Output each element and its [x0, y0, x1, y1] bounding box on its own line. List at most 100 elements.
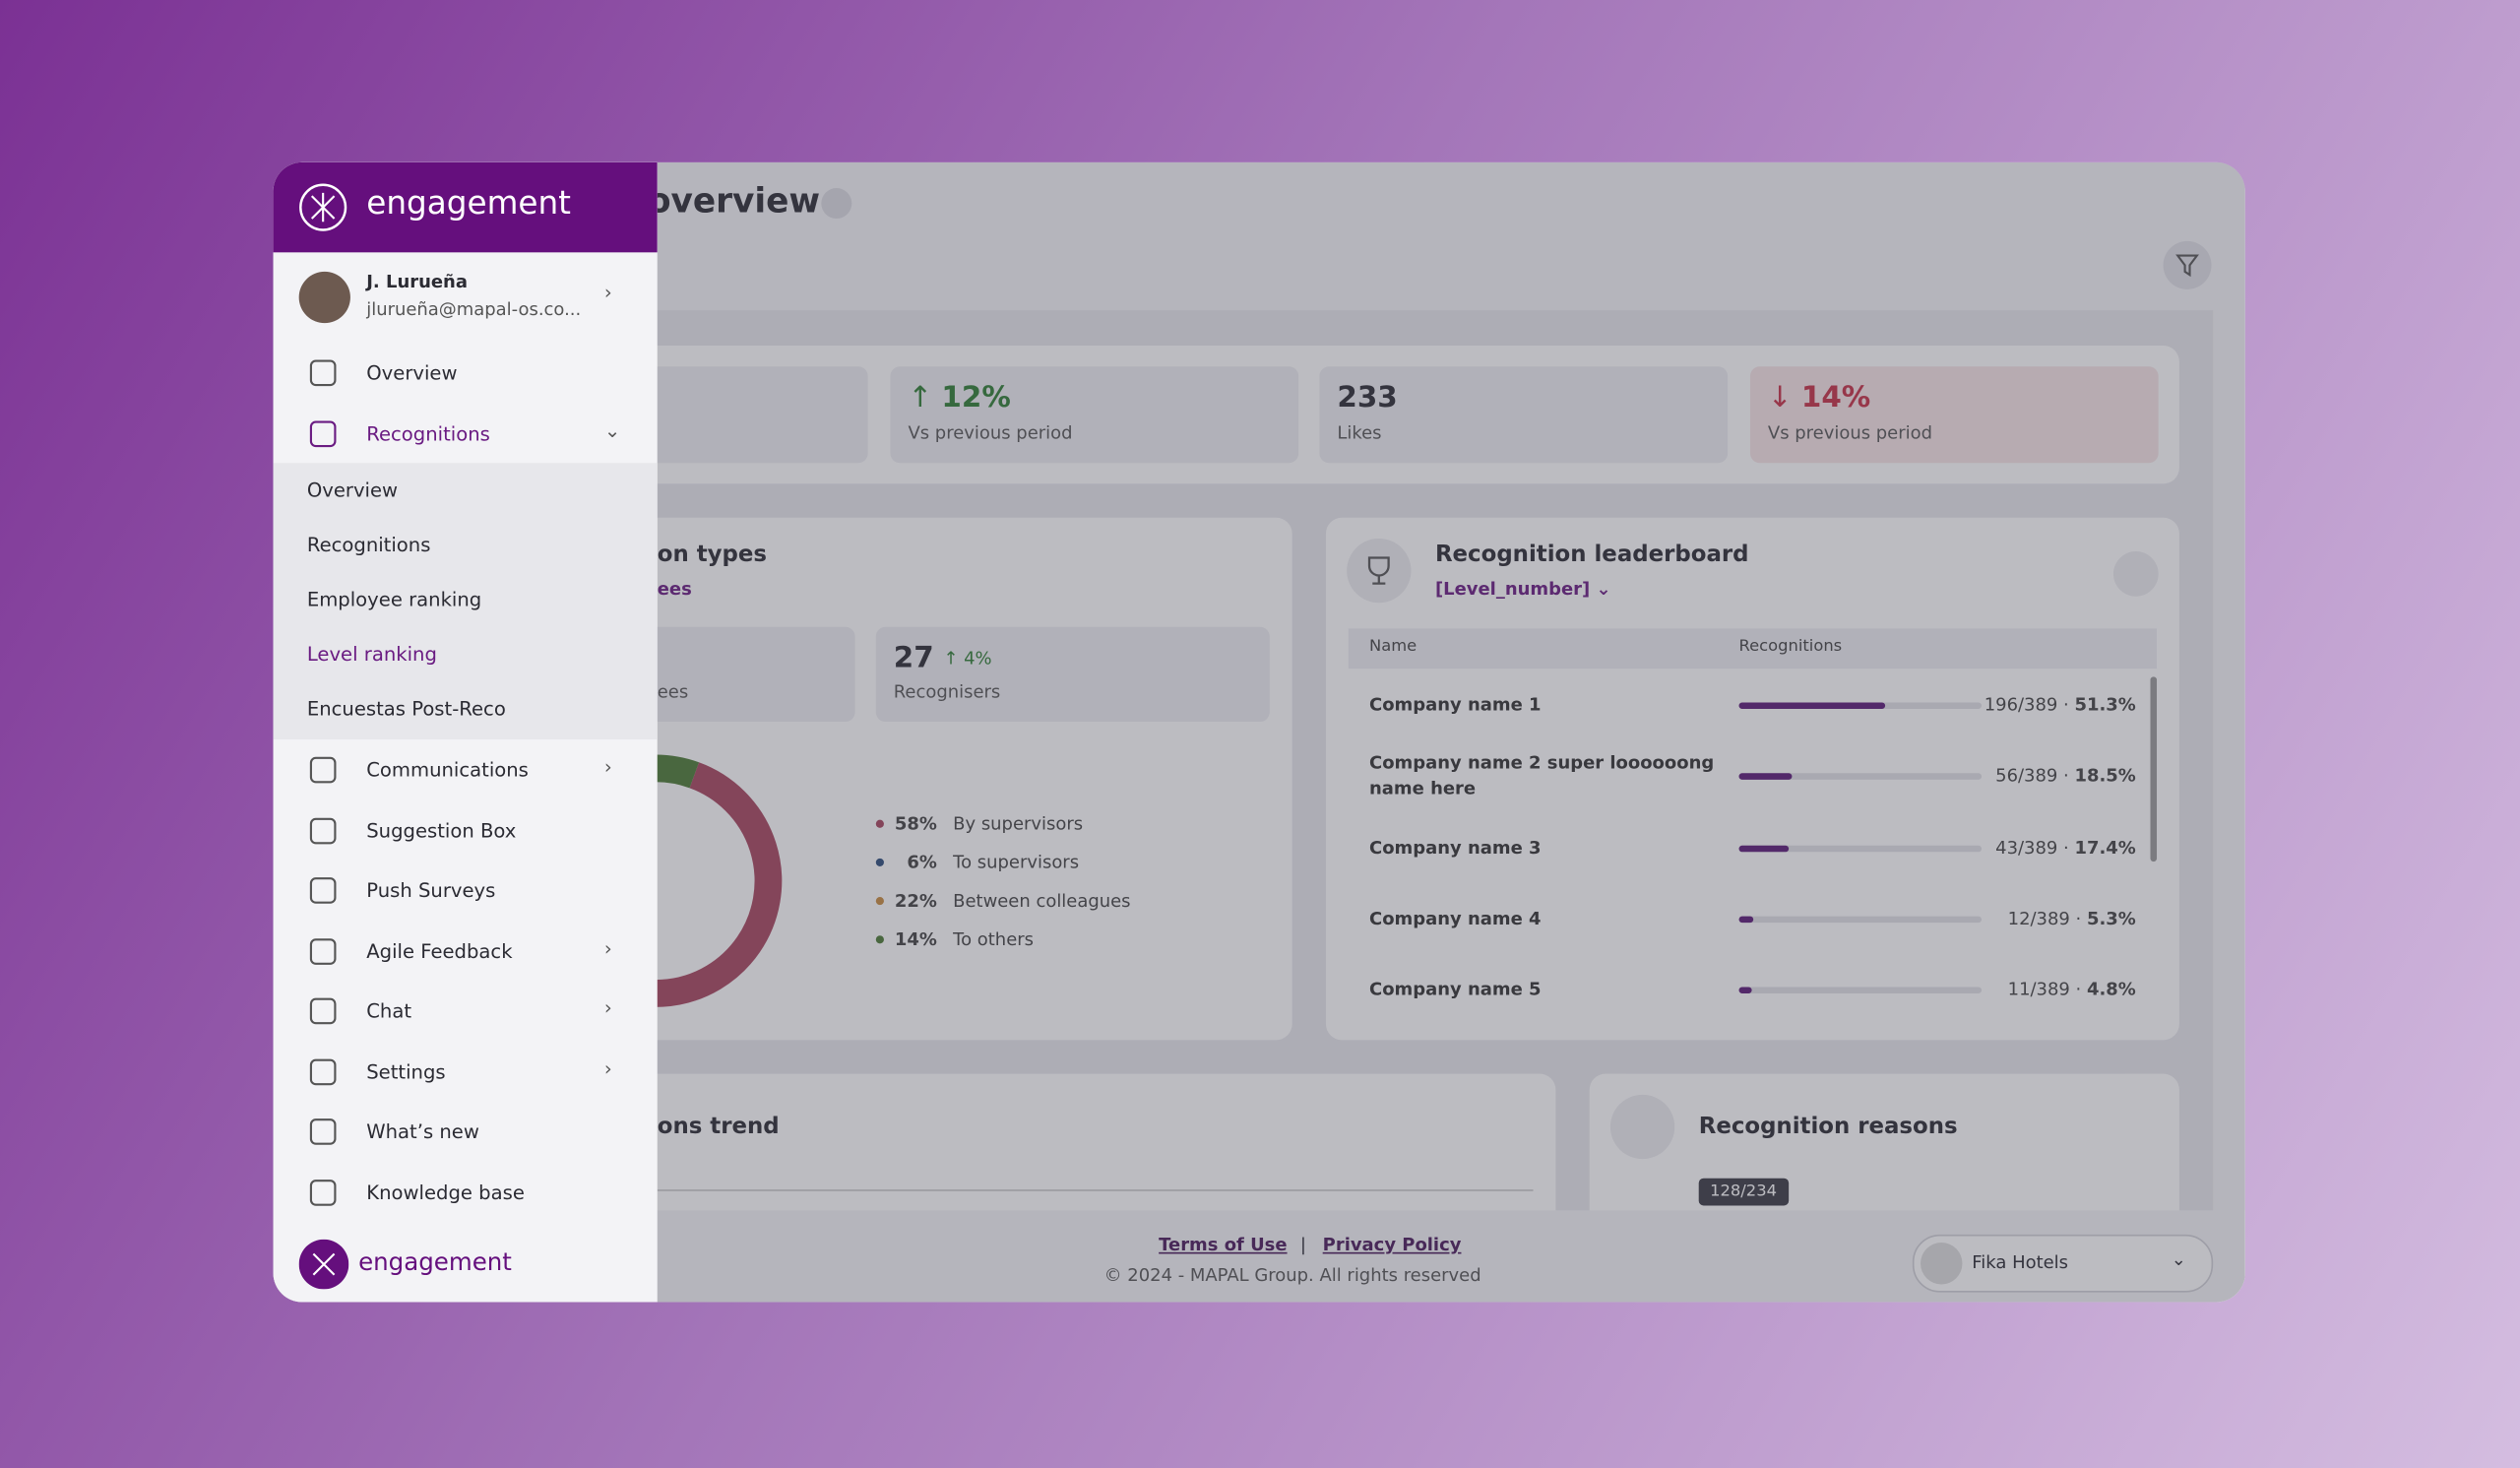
legend-label: By supervisors — [953, 813, 1084, 835]
trophy-svg — [1367, 556, 1390, 585]
trend-arrow: ↑ — [908, 380, 942, 415]
nav-icon — [309, 419, 337, 447]
bar — [1738, 773, 1792, 780]
company-name: Fika Hotels — [1972, 1251, 2069, 1274]
chevron[interactable]: › — [603, 281, 612, 304]
nav-icon — [309, 816, 337, 844]
footer-logo — [298, 1239, 349, 1290]
row-name: Company name 3 — [1369, 837, 1542, 859]
bar — [1738, 987, 1753, 993]
chevron: › — [603, 936, 612, 959]
bar-track — [1738, 987, 1983, 993]
share: 51.3% — [2074, 694, 2136, 716]
level-filter[interactable]: [Level_number] ⌄ — [1434, 578, 1611, 600]
nav-item[interactable]: Overview — [274, 344, 658, 403]
filter-button[interactable] — [2163, 240, 2212, 289]
row-value: 196/389 · 51.3% — [1984, 694, 2136, 715]
privacy-link[interactable]: Privacy Policy — [1322, 1234, 1462, 1256]
nav-label: Knowledge base — [366, 1181, 525, 1204]
nav-item[interactable]: What’s new — [274, 1103, 658, 1162]
row-value: 12/389 · 5.3% — [2008, 908, 2136, 928]
stat-value: 233 — [1337, 381, 1397, 415]
ratio: 11/389 · — [2007, 979, 2082, 1000]
nav-label: Push Surveys — [366, 879, 496, 902]
nav-item[interactable]: Recognitions ⌄ — [274, 405, 658, 464]
nav-icon — [309, 877, 337, 904]
stat-box: ↑ 12% Vs previous period — [890, 366, 1299, 464]
card-title: Recognition reasons — [1698, 1114, 1958, 1140]
scrollbar[interactable] — [2150, 676, 2158, 862]
copyright: © 2024 - MAPAL Group. All rights reserve… — [1103, 1264, 1481, 1287]
user-name: J. Lurueña — [366, 271, 468, 293]
share: 18.5% — [2074, 765, 2136, 787]
bar — [1738, 916, 1754, 924]
nav-item[interactable]: Suggestion Box — [274, 801, 658, 861]
nav-label: What’s new — [366, 1119, 479, 1143]
trophy-icon — [1347, 538, 1412, 604]
nav-icon — [309, 359, 337, 387]
bar — [1738, 702, 1885, 709]
card-title: ons trend — [657, 1114, 780, 1140]
row-name: Company name 4 — [1369, 908, 1542, 929]
expand-button[interactable] — [821, 188, 852, 220]
stat-box — [875, 626, 1270, 723]
nav-label: Overview — [366, 361, 458, 385]
ratio: 196/389 · — [1984, 694, 2069, 716]
chevron: ⌄ — [603, 418, 621, 442]
axis-line — [657, 1189, 1534, 1191]
nav-icon — [309, 1118, 337, 1145]
legend-label: Between colleagues — [953, 890, 1131, 912]
nav-icon — [309, 1179, 337, 1205]
card-title: Recognition leaderboard — [1434, 542, 1749, 568]
company-selector[interactable]: Fika Hotels ⌄ — [1912, 1234, 2214, 1293]
ratio: 56/389 · — [1995, 765, 2069, 787]
submenu-item[interactable]: Encuestas Post-Reco — [306, 697, 506, 721]
row-name: Company name 5 — [1369, 979, 1542, 1000]
nav-item[interactable]: Communications › — [274, 741, 658, 800]
nav-item[interactable]: Chat › — [274, 983, 658, 1042]
stat-number: 233 — [1337, 380, 1398, 415]
legend-value: 22% — [894, 890, 937, 912]
icon-shape — [309, 877, 337, 904]
submenu-item[interactable]: Employee ranking — [306, 588, 482, 611]
user-email: jlurueña@mapal-os.co... — [366, 298, 582, 320]
sidebar: engagement J. Lurueña jlurueña@mapal-os.… — [273, 161, 658, 1303]
bar-track — [1738, 773, 1983, 780]
nav-icon — [309, 937, 337, 965]
tag-icon — [1609, 1094, 1675, 1160]
submenu: Overview Recognitions Employee ranking Leve… — [273, 463, 658, 740]
chevron: ⌄ — [2171, 1248, 2186, 1270]
terms-link[interactable]: Terms of Use — [1159, 1234, 1288, 1256]
link[interactable]: ees — [657, 578, 692, 600]
column-header: Recognitions — [1738, 638, 1843, 657]
icon-shape — [309, 359, 337, 387]
legend-dot — [875, 897, 884, 906]
nav-icon — [309, 997, 337, 1025]
legend-value: 6% — [907, 852, 937, 873]
icon-shape — [309, 1057, 337, 1085]
sidebar-header: engagement — [273, 161, 658, 253]
brand-logo — [299, 183, 347, 231]
card-title: on types — [657, 542, 768, 568]
stat-value: ↑ 12% — [908, 381, 1010, 415]
icon-shape — [309, 756, 337, 784]
filter-label: [Level_number] — [1434, 578, 1591, 600]
submenu-item[interactable]: Overview — [306, 479, 399, 502]
icon-shape — [309, 419, 337, 447]
submenu-item[interactable]: Level ranking — [306, 643, 437, 666]
row-value: 56/389 · 18.5% — [1995, 765, 2136, 786]
icon-shape — [309, 997, 337, 1025]
submenu-item[interactable]: Recognitions — [306, 534, 431, 556]
nav-item[interactable]: Push Surveys — [274, 862, 658, 921]
column-header: Name — [1369, 638, 1418, 657]
chevron: › — [603, 1056, 612, 1080]
stat-change: ↑ 4% — [943, 647, 992, 670]
nav-item[interactable]: Knowledge base — [274, 1163, 658, 1222]
nav-item[interactable]: Settings › — [274, 1043, 658, 1102]
avatar — [298, 271, 350, 324]
separator: | — [1299, 1234, 1306, 1256]
nav-item[interactable]: Agile Feedback › — [274, 922, 658, 981]
download-button[interactable] — [2112, 551, 2159, 597]
